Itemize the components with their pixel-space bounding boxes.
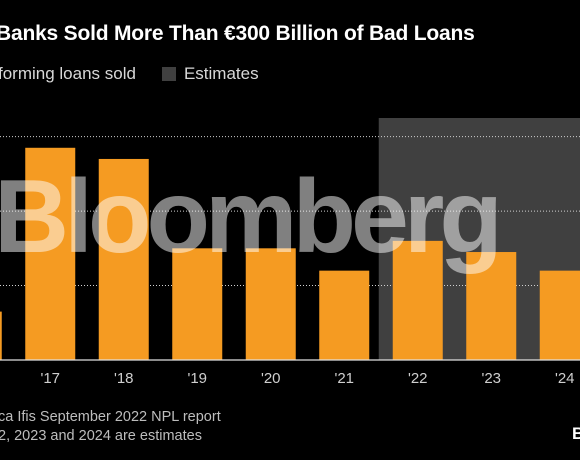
legend-estimates-label: Estimates [183, 64, 259, 83]
chart-title: Banks Sold More Than €300 Billion of Bad… [0, 22, 475, 45]
bar-20 [245, 248, 296, 360]
bar-23 [466, 252, 517, 360]
bar-21 [319, 270, 370, 360]
legend: forming loans sold Estimates [0, 64, 259, 84]
bloomberg-logo: B [572, 424, 580, 443]
legend-estimates-swatch [161, 67, 176, 81]
x-tick-label: '18 [114, 370, 134, 387]
x-tick-label: '21 [334, 370, 354, 387]
x-tick-label: '22 [408, 370, 428, 387]
bar-22 [392, 240, 443, 360]
x-tick-label: '19 [187, 370, 207, 387]
x-tick-label: '24 [555, 370, 575, 387]
x-tick-label: '17 [40, 370, 60, 387]
chart-footer: ca Ifis September 2022 NPL report 2, 202… [0, 408, 221, 446]
bar-18 [98, 158, 149, 360]
bar-19 [172, 248, 223, 360]
x-tick-label: '23 [481, 370, 501, 387]
bar-17 [25, 147, 76, 360]
x-tick-label: '20 [261, 370, 281, 387]
bar-24 [539, 270, 580, 360]
legend-series-label: forming loans sold [0, 64, 136, 83]
bar-16 [0, 311, 2, 360]
source-note: ca Ifis September 2022 NPL report [0, 409, 221, 425]
estimates-note: 2, 2023 and 2024 are estimates [0, 428, 202, 444]
